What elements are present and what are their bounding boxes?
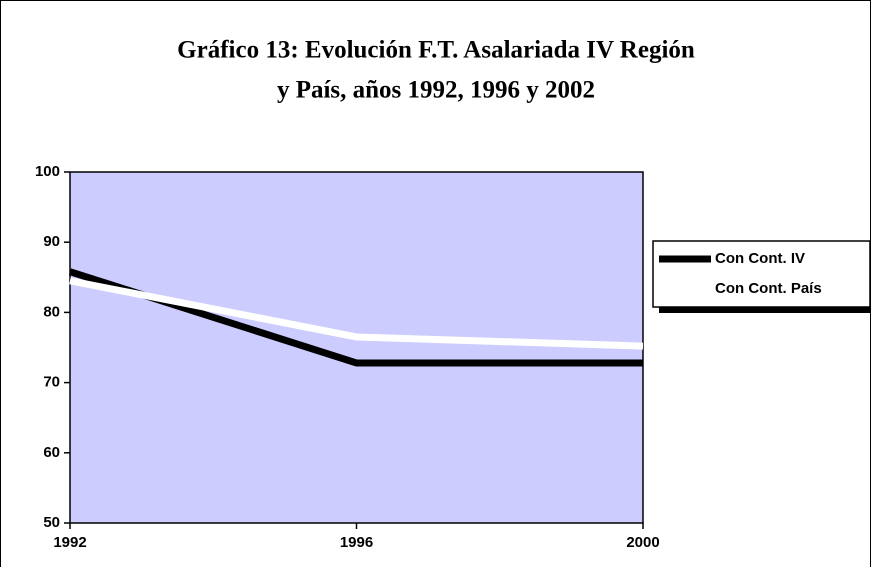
legend-label: Con Cont. IV: [715, 250, 805, 267]
x-tick-label: 2000: [626, 534, 659, 551]
y-tick-label: 60: [43, 444, 60, 461]
y-tick-label: 90: [43, 233, 60, 250]
chart-title: y País, años 1992, 1996 y 2002: [277, 77, 595, 104]
legend: [652, 240, 871, 308]
series-line: [69, 277, 644, 350]
x-tick-label: 1992: [53, 534, 86, 551]
y-tick-label: 50: [43, 514, 60, 531]
legend-label: Con Cont. País: [715, 280, 822, 297]
plot-area: [69, 171, 644, 524]
x-tick-label: 1996: [340, 534, 373, 551]
y-tick-label: 80: [43, 303, 60, 320]
y-tick-label: 70: [43, 374, 60, 391]
chart-title: Gráfico 13: Evolución F.T. Asalariada IV…: [177, 37, 695, 64]
y-tick-label: 100: [35, 163, 60, 180]
